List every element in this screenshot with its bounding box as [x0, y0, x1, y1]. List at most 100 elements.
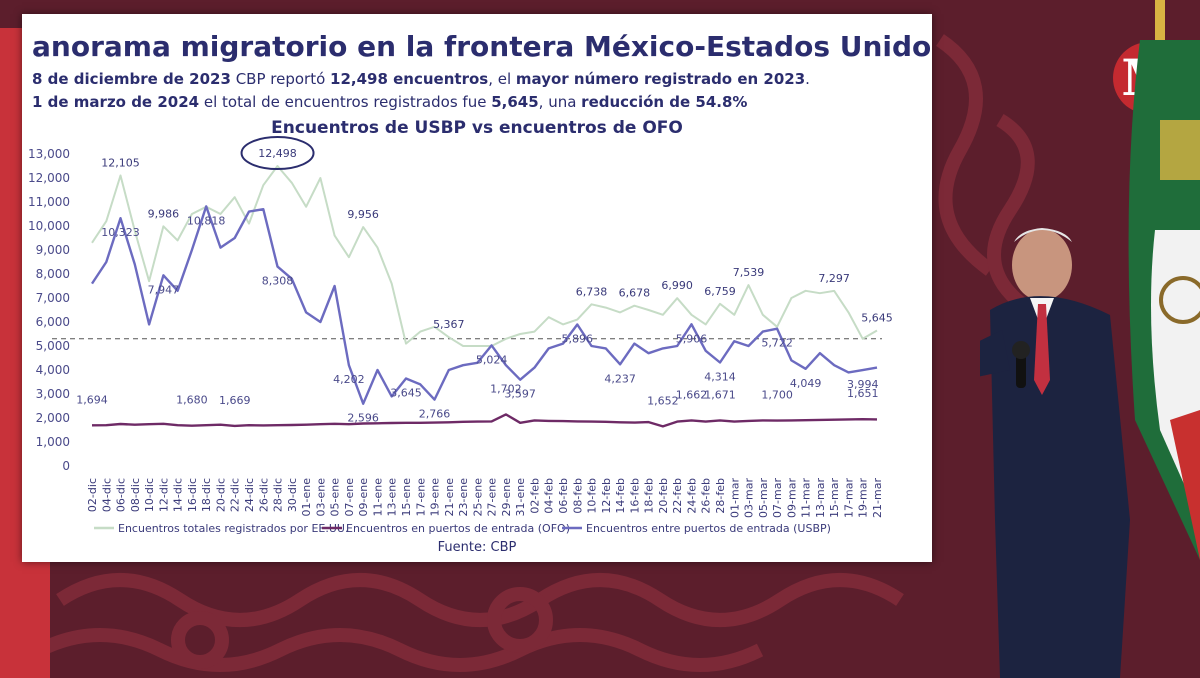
presentation-screen: 0 1,000 2,000 3,000 4,000 5,000 6,000 7,000 8,00…: [22, 14, 932, 562]
subtitle-2-text-a: el total de encuentros registrados fue: [199, 93, 492, 111]
y-tick-label: 11,000: [28, 195, 70, 209]
data-label: 5,906: [676, 332, 708, 345]
x-tick-label: 24-feb: [685, 478, 698, 514]
data-label: 1,651: [847, 387, 879, 400]
x-tick-label: 12-feb: [600, 478, 613, 514]
x-tick-label: 19-mar: [857, 478, 870, 518]
x-tick-label: 09-ene: [357, 478, 370, 517]
x-tick-label: 03-ene: [314, 478, 327, 517]
subtitle-line-2: 1 de marzo de 2024 el total de encuentro…: [32, 93, 922, 111]
source-note: Fuente: CBP: [437, 540, 517, 555]
x-tick-label: 25-ene: [471, 478, 484, 517]
x-tick-label: 02-dic: [86, 478, 99, 512]
x-tick-label: 20-feb: [657, 478, 670, 514]
speaker-figure: [980, 228, 1130, 678]
data-label: 3,597: [504, 388, 536, 401]
y-tick-label: 0: [62, 459, 70, 473]
x-tick-label: 13-ene: [386, 478, 399, 517]
x-tick-label: 06-dic: [115, 478, 128, 512]
mexican-flag: [1128, 0, 1200, 560]
subtitle-1-text-b: , el: [488, 70, 516, 88]
x-tick-label: 18-dic: [200, 478, 213, 512]
subtitle-line-1: 8 de diciembre de 2023 CBP reportó 12,49…: [32, 70, 922, 88]
x-tick-label: 01-ene: [300, 478, 313, 517]
x-tick-label: 24-dic: [243, 478, 256, 512]
subtitle-2-count: 5,645: [491, 93, 539, 111]
x-tick-label: 17-ene: [414, 478, 427, 517]
data-label: 1,694: [76, 393, 108, 406]
data-label: 3,645: [390, 387, 422, 400]
data-label: 5,896: [562, 332, 594, 345]
data-label: 6,738: [576, 285, 608, 298]
data-label: 7,297: [818, 272, 850, 285]
y-tick-label: 5,000: [36, 339, 70, 353]
data-label: 2,766: [419, 408, 451, 421]
series-line-total: [91, 165, 878, 347]
x-tick-label: 03-mar: [743, 478, 756, 518]
subtitle-2-highlight: reducción de 54.8%: [581, 93, 748, 111]
x-tick-label: 15-ene: [400, 478, 413, 517]
data-label: 5,645: [861, 312, 893, 325]
series-line-usbp: [90, 205, 878, 405]
data-label: 1,700: [761, 389, 793, 402]
chart-title: Encuentros de USBP vs encuentros de OFO: [271, 118, 683, 138]
x-tick-label: 29-ene: [500, 478, 513, 517]
data-label: 1,671: [704, 388, 736, 401]
data-label: 5,024: [476, 353, 508, 366]
x-tick-label: 27-ene: [486, 478, 499, 517]
data-label: 5,722: [761, 337, 793, 350]
data-label: 5,367: [433, 318, 465, 331]
y-tick-label: 12,000: [28, 171, 70, 185]
data-label: 1,652: [647, 394, 679, 407]
x-tick-label: 07-mar: [771, 478, 784, 518]
data-label: 10,323: [101, 226, 140, 239]
x-tick-label: 28-dic: [272, 478, 285, 512]
data-label: 4,314: [704, 370, 736, 383]
subtitle-1-count: 12,498 encuentros: [330, 70, 489, 88]
data-label: 4,202: [333, 373, 365, 386]
x-tick-label: 26-dic: [257, 478, 270, 512]
x-tick-label: 19-ene: [429, 478, 442, 517]
legend-label-total: Encuentros totales registrados por EE.UU…: [118, 522, 348, 535]
x-tick-label: 30-dic: [286, 478, 299, 512]
y-tick-label: 1,000: [36, 435, 70, 449]
subtitle-1-date: 8 de diciembre de 2023: [32, 70, 231, 88]
x-tick-label: 08-dic: [129, 478, 142, 512]
subtitle-1-highlight: mayor número registrado en 2023: [515, 70, 806, 88]
x-tick-label: 02-feb: [528, 478, 541, 514]
subtitle-2-text-b: , una: [538, 93, 582, 111]
x-tick-label: 05-ene: [329, 478, 342, 517]
x-tick-label: 17-mar: [842, 478, 855, 518]
y-tick-label: 9,000: [36, 243, 70, 257]
data-label: 9,986: [148, 207, 180, 220]
x-tick-label: 21-ene: [443, 478, 456, 517]
x-tick-label: 11-ene: [371, 478, 384, 517]
data-label: 4,049: [790, 377, 822, 390]
data-label: 3,994: [847, 378, 879, 391]
x-tick-label: 10-dic: [143, 478, 156, 512]
y-tick-label: 4,000: [36, 363, 70, 377]
data-label: 12,498: [258, 147, 297, 160]
x-tick-label: 21-mar: [871, 478, 884, 518]
legend-label-usbp: Encuentros entre puertos de entrada (USB…: [586, 522, 831, 535]
data-label: 6,759: [704, 285, 736, 298]
y-tick-label: 10,000: [28, 219, 70, 233]
x-tick-label: 11-mar: [800, 478, 813, 518]
highlight-circle: [240, 136, 315, 171]
x-tick-label: 10-feb: [586, 478, 599, 514]
data-label: 1,702: [490, 382, 522, 395]
data-label: 9,956: [347, 208, 379, 221]
x-tick-label: 05-mar: [757, 478, 770, 518]
y-tick-label: 3,000: [36, 387, 70, 401]
subtitle-1-end: .: [805, 70, 810, 88]
page-title: anorama migratorio en la frontera México…: [32, 30, 932, 63]
x-tick-label: 04-feb: [543, 478, 556, 514]
subtitle-2-date: 1 de marzo de 2024: [32, 93, 200, 111]
data-label: 7,947: [148, 283, 180, 296]
y-tick-label: 2,000: [36, 411, 70, 425]
data-label: 6,678: [619, 287, 651, 300]
x-tick-label: 07-ene: [343, 478, 356, 517]
data-label: 12,105: [101, 156, 140, 169]
x-tick-label: 31-ene: [514, 478, 527, 517]
x-tick-label: 23-ene: [457, 478, 470, 517]
